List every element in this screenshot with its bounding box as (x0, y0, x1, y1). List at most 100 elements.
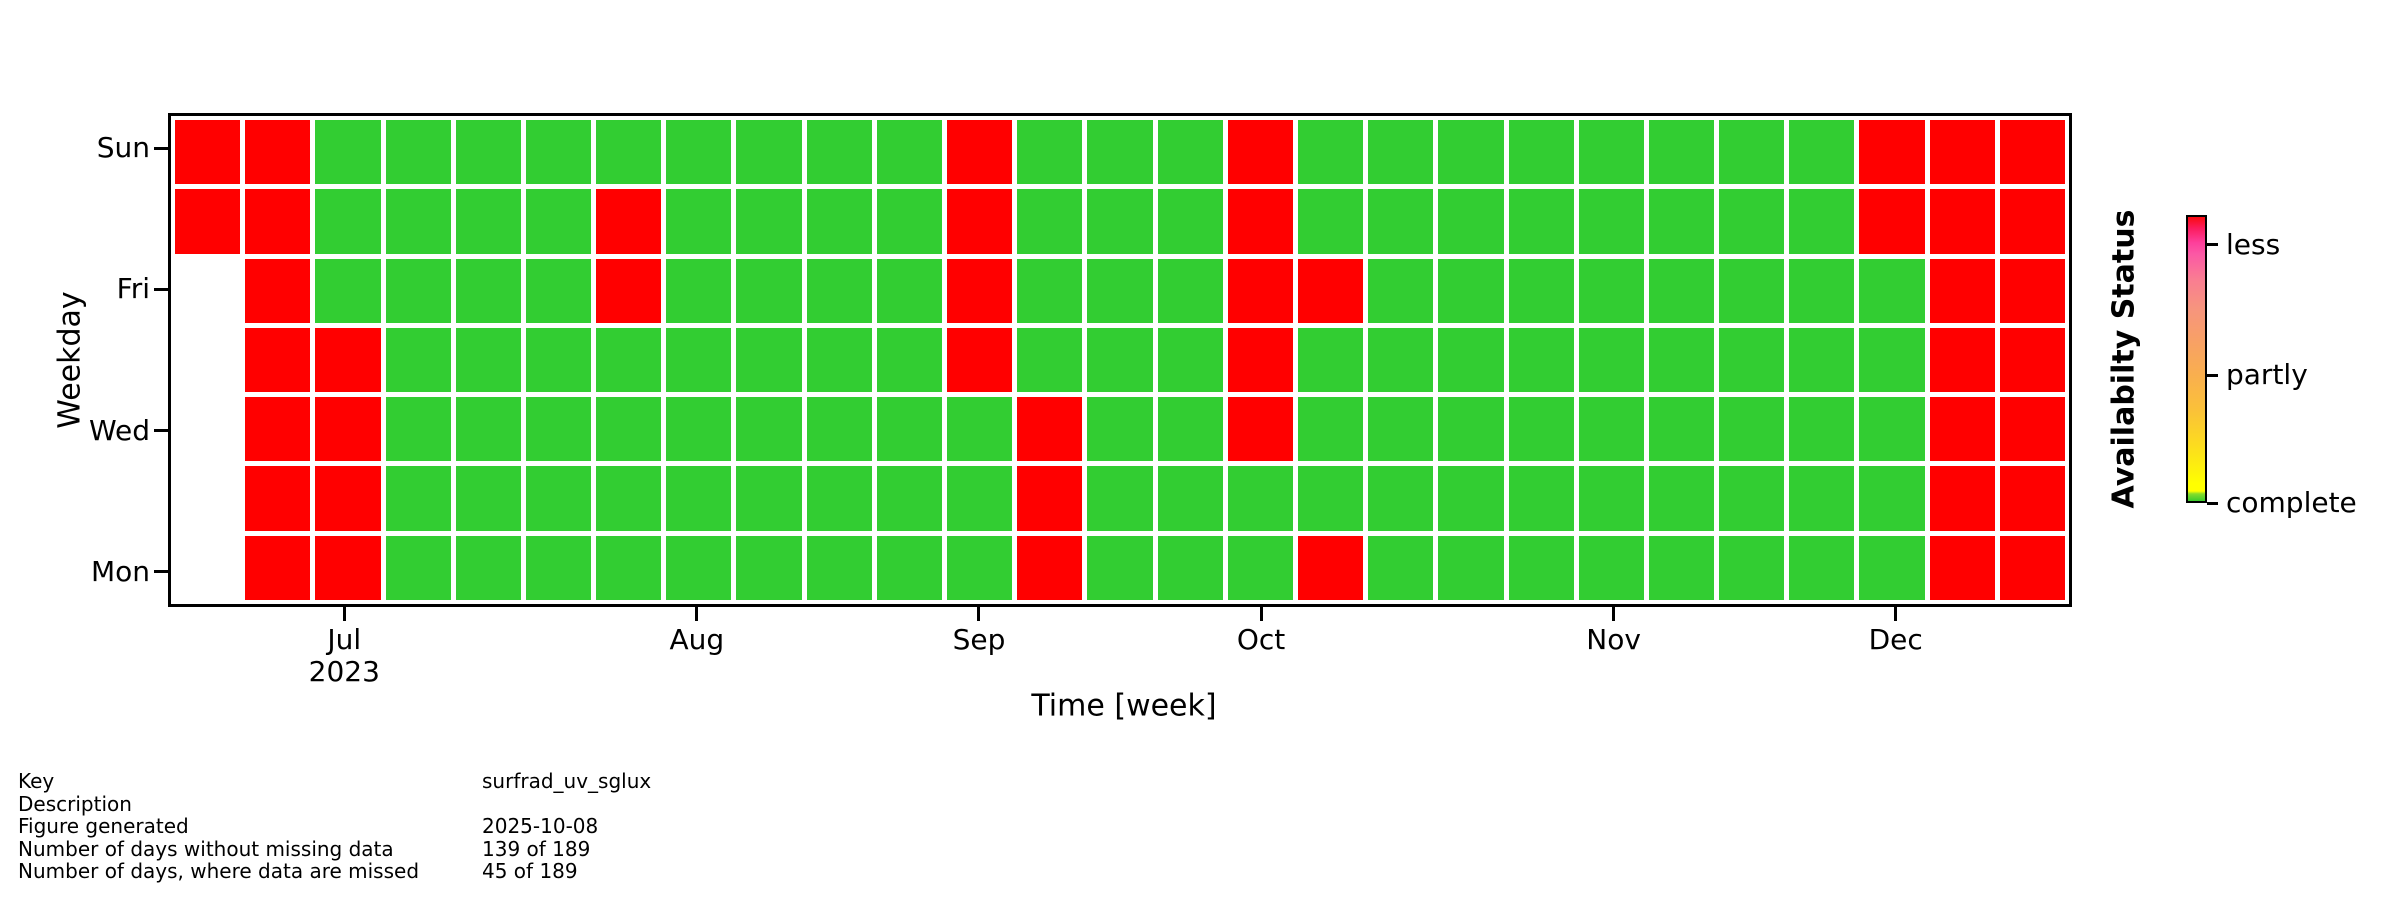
heatmap-cell (1227, 397, 1293, 462)
heatmap-cell (736, 189, 802, 254)
heatmap-cell (736, 327, 802, 393)
heatmap-cell (1297, 120, 1364, 185)
heatmap-cell (1087, 120, 1153, 185)
heatmap-cell (1719, 258, 1785, 323)
heatmap-cell (596, 120, 662, 185)
heatmap-cell (1648, 466, 1715, 531)
heatmap-cell (245, 397, 311, 462)
heatmap-cell (876, 189, 943, 254)
heatmap-cell (876, 120, 943, 185)
heatmap-cell (1789, 327, 1855, 393)
heatmap-cell (1719, 397, 1785, 462)
heatmap-cell (525, 535, 592, 600)
heatmap-cell (1227, 120, 1293, 185)
heatmap-cell (315, 258, 381, 323)
info-row-label: Number of days, where data are missed (18, 859, 420, 883)
colorbar-tick-label: less (2226, 227, 2281, 261)
heatmap-cell (596, 189, 662, 254)
heatmap-cell (947, 189, 1013, 254)
heatmap-cell (1719, 327, 1785, 393)
info-row-label: Number of days without missing data (18, 836, 394, 861)
y-tick-label: Fri (116, 272, 150, 306)
colorbar-tick-mark (2207, 243, 2218, 247)
heatmap-cell (1157, 397, 1223, 462)
heatmap-cell (455, 397, 521, 462)
heatmap-cell (1087, 466, 1153, 531)
heatmap-cell (1648, 189, 1715, 254)
x-tick-mark (977, 607, 981, 621)
heatmap-cell (1297, 535, 1364, 600)
y-tick-mark (154, 570, 168, 574)
heatmap-cell (596, 397, 662, 462)
heatmap-cell (175, 536, 240, 600)
heatmap-cell (245, 327, 311, 393)
heatmap-cell (596, 258, 662, 323)
heatmap-cell (806, 327, 872, 393)
heatmap-cell (245, 535, 311, 600)
heatmap-cell (1929, 189, 1995, 254)
heatmap-cell (1719, 535, 1785, 600)
heatmap-cell (1438, 258, 1504, 323)
x-tick-label: Nov (1586, 623, 1641, 656)
heatmap-cell (596, 535, 662, 600)
heatmap-cell (175, 328, 240, 392)
heatmap-cell (806, 397, 872, 462)
heatmap-cell (1648, 120, 1715, 185)
heatmap-cell (1929, 397, 1995, 462)
x-tick-year-label: 2023 (308, 655, 380, 688)
heatmap-cell (666, 466, 732, 531)
heatmap-cell (1508, 397, 1574, 462)
heatmap-cell (806, 535, 872, 600)
heatmap-cell (385, 120, 451, 185)
heatmap-cell (385, 327, 451, 393)
heatmap-cell (315, 466, 381, 531)
heatmap-cell (736, 397, 802, 462)
heatmap-cell (455, 258, 521, 323)
heatmap-cell (1438, 327, 1504, 393)
heatmap-cell (245, 258, 311, 323)
heatmap-cell (947, 397, 1013, 462)
heatmap-cell (1508, 466, 1574, 531)
heatmap-cell (315, 189, 381, 254)
heatmap-cells (171, 116, 2069, 604)
heatmap-cell (245, 466, 311, 531)
heatmap-cell (1017, 397, 1083, 462)
heatmap-cell (385, 258, 451, 323)
heatmap-cell (455, 466, 521, 531)
heatmap-cell (1789, 466, 1855, 531)
heatmap-cell (1368, 258, 1434, 323)
heatmap-cell (947, 258, 1013, 323)
heatmap-cell (1227, 327, 1293, 393)
heatmap-cell (1719, 189, 1785, 254)
colorbar-title: Availabilty Status (2106, 209, 2142, 509)
heatmap-cell (806, 189, 872, 254)
heatmap-cell (385, 466, 451, 531)
heatmap-cell (1017, 466, 1083, 531)
heatmap-cell (525, 397, 592, 462)
heatmap-cell (1999, 327, 2065, 393)
heatmap-cell (736, 120, 802, 185)
heatmap-cell (525, 466, 592, 531)
heatmap-cell (736, 258, 802, 323)
heatmap-cell (315, 327, 381, 393)
x-tick-label: Oct (1236, 623, 1286, 656)
colorbar-tick-label: partly (2226, 358, 2308, 392)
colorbar-tick-mark (2207, 373, 2218, 377)
heatmap-cell (666, 397, 732, 462)
heatmap-cell (1438, 535, 1504, 600)
heatmap-cell (736, 535, 802, 600)
heatmap-cell (1719, 120, 1785, 185)
heatmap-cell (1508, 258, 1574, 323)
heatmap-cell (947, 535, 1013, 600)
heatmap-cell (806, 258, 872, 323)
heatmap-cell (175, 259, 240, 323)
y-tick-mark (154, 146, 168, 150)
heatmap-cell (1017, 535, 1083, 600)
heatmap-cell (596, 466, 662, 531)
y-axis-title: Weekday (52, 291, 88, 429)
heatmap-cell (1929, 535, 1995, 600)
heatmap-cell (876, 327, 943, 393)
heatmap-cell (1789, 120, 1855, 185)
x-tick-mark (1612, 607, 1616, 621)
heatmap-cell (1087, 189, 1153, 254)
